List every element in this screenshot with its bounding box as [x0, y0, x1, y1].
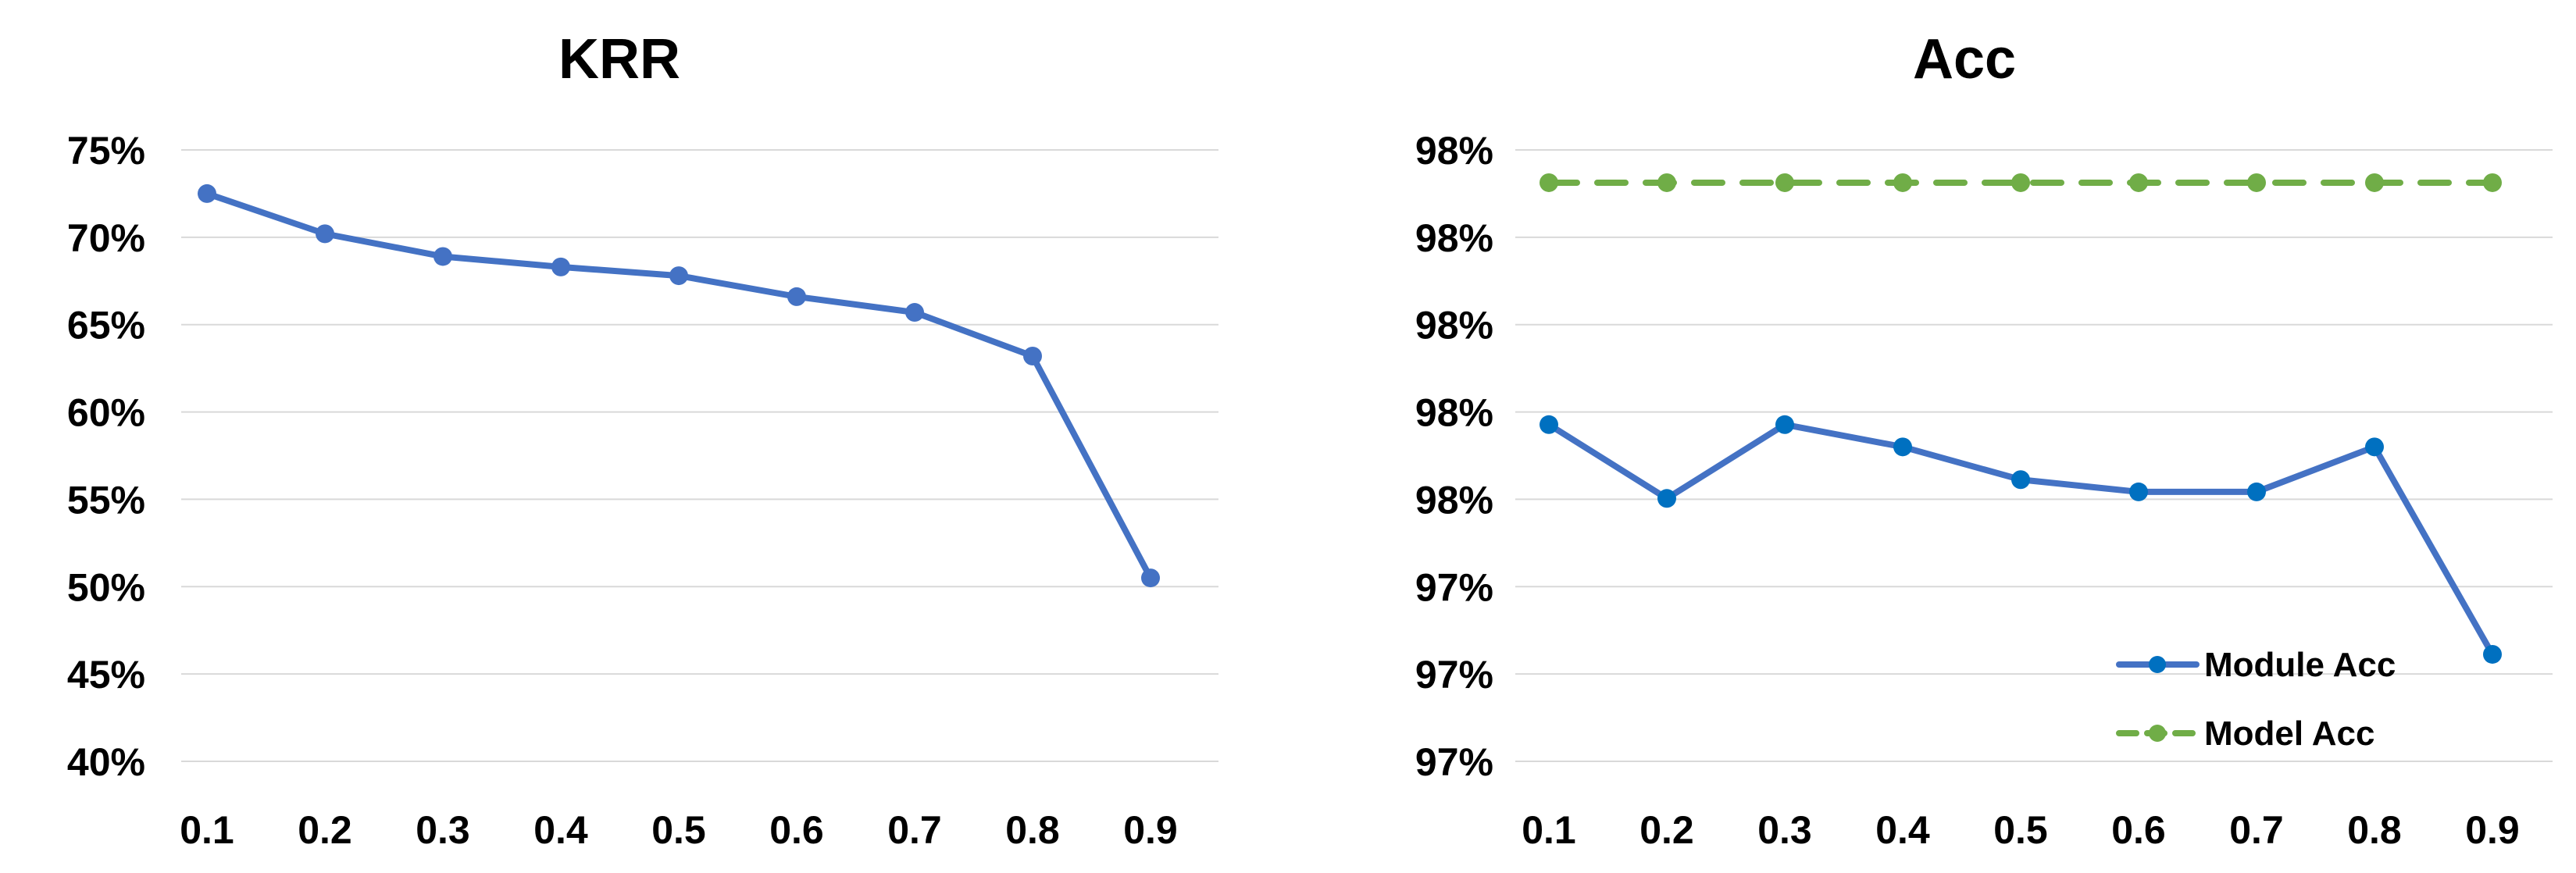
acc-x-tick-label: 0.8: [2347, 808, 2402, 852]
acc-chart-title: Acc: [1913, 28, 2016, 91]
acc-x-tick-label: 0.3: [1757, 808, 1812, 852]
legend-marker-swatch: [2149, 656, 2166, 673]
acc-gridlines: [1515, 149, 2553, 762]
acc-data-point: [1540, 173, 1558, 192]
krr-series: [198, 184, 1160, 588]
acc-y-tick-label: 98%: [1415, 304, 1493, 347]
krr-data-point: [551, 257, 570, 276]
krr-data-point: [905, 303, 924, 322]
legend-label: Module Acc: [2204, 646, 2396, 684]
acc-data-point: [1775, 415, 1794, 434]
acc-data-point: [2365, 437, 2384, 457]
acc-y-axis-ticks: 97% 97% 97% 98% 98% 98% 98% 98%: [1415, 129, 1493, 784]
acc-data-point: [1540, 415, 1558, 434]
krr-x-tick-label: 0.9: [1123, 808, 1178, 852]
acc-series-line: [1546, 421, 2496, 657]
krr-data-point: [787, 287, 806, 306]
krr-chart-title: KRR: [558, 28, 680, 91]
krr-data-point: [316, 224, 334, 244]
krr-y-tick-label: 50%: [67, 565, 145, 609]
krr-data-point: [669, 266, 688, 286]
legend-marker-swatch: [2149, 725, 2166, 742]
acc-data-point: [1657, 173, 1676, 192]
krr-x-tick-label: 0.4: [533, 808, 588, 852]
krr-x-tick-label: 0.6: [769, 808, 824, 852]
legend-label: Model Acc: [2204, 714, 2374, 753]
acc-data-point: [2365, 173, 2384, 192]
acc-data-point: [1893, 173, 1912, 192]
acc-data-point: [2129, 482, 2148, 501]
krr-x-axis-ticks: 0.1 0.2 0.3 0.4 0.5 0.6 0.7 0.8 0.9: [180, 808, 1178, 852]
acc-y-tick-label: 98%: [1415, 129, 1493, 173]
krr-y-axis-ticks: 40% 45% 50% 55% 60% 65% 70% 75%: [67, 129, 145, 784]
krr-x-tick-label: 0.1: [180, 808, 234, 852]
acc-data-point: [2483, 644, 2502, 664]
acc-y-tick-label: 97%: [1415, 565, 1493, 609]
acc-y-tick-label: 98%: [1415, 216, 1493, 260]
acc-legend: Module Acc Model Acc: [2116, 646, 2396, 753]
acc-data-point: [2247, 482, 2266, 501]
krr-series-line: [204, 190, 1154, 582]
krr-x-tick-label: 0.2: [298, 808, 352, 852]
acc-data-point: [2011, 173, 2030, 192]
krr-x-tick-label: 0.3: [416, 808, 470, 852]
acc-x-tick-label: 0.6: [2111, 808, 2166, 852]
acc-x-tick-label: 0.5: [1993, 808, 2048, 852]
krr-x-tick-label: 0.5: [651, 808, 706, 852]
acc-x-axis-ticks: 0.1 0.2 0.3 0.4 0.5 0.6 0.7 0.8 0.9: [1522, 808, 2520, 852]
acc-series: [1540, 173, 2502, 664]
krr-y-tick-label: 45%: [67, 653, 145, 697]
krr-gridlines: [181, 149, 1218, 762]
acc-x-tick-label: 0.4: [1875, 808, 1930, 852]
acc-data-point: [2247, 173, 2266, 192]
krr-data-point: [198, 184, 216, 203]
acc-data-point: [1893, 437, 1912, 457]
acc-data-point: [2129, 173, 2148, 192]
acc-data-point: [1775, 173, 1794, 192]
acc-chart: Acc 97%97%97%98%98%98%98%98% 0.1 0.2 0.3 0.…: [1415, 28, 2553, 852]
acc-y-tick-label: 97%: [1415, 740, 1493, 784]
acc-data-point: [2483, 173, 2502, 192]
acc-y-tick-label: 98%: [1415, 478, 1493, 522]
acc-y-tick-label: 97%: [1415, 653, 1493, 697]
acc-data-point: [2011, 470, 2030, 490]
krr-chart: KRR 40%45%50%55%60%65%70%75% 0.1 0.2 0.3 0.…: [67, 28, 1218, 852]
acc-x-tick-label: 0.1: [1522, 808, 1576, 852]
acc-x-tick-label: 0.2: [1639, 808, 1694, 852]
krr-data-point: [433, 247, 452, 266]
krr-y-tick-label: 75%: [67, 129, 145, 173]
krr-y-tick-label: 65%: [67, 304, 145, 347]
krr-y-tick-label: 55%: [67, 478, 145, 522]
krr-x-tick-label: 0.7: [887, 808, 942, 852]
krr-y-tick-label: 60%: [67, 391, 145, 435]
krr-data-point: [1141, 568, 1160, 588]
krr-y-tick-label: 70%: [67, 216, 145, 260]
acc-x-tick-label: 0.7: [2229, 808, 2284, 852]
krr-data-point: [1023, 346, 1042, 365]
acc-y-tick-label: 98%: [1415, 391, 1493, 435]
krr-y-tick-label: 40%: [67, 740, 145, 784]
acc-x-tick-label: 0.9: [2465, 808, 2520, 852]
acc-data-point: [1657, 489, 1676, 508]
krr-x-tick-label: 0.8: [1005, 808, 1060, 852]
